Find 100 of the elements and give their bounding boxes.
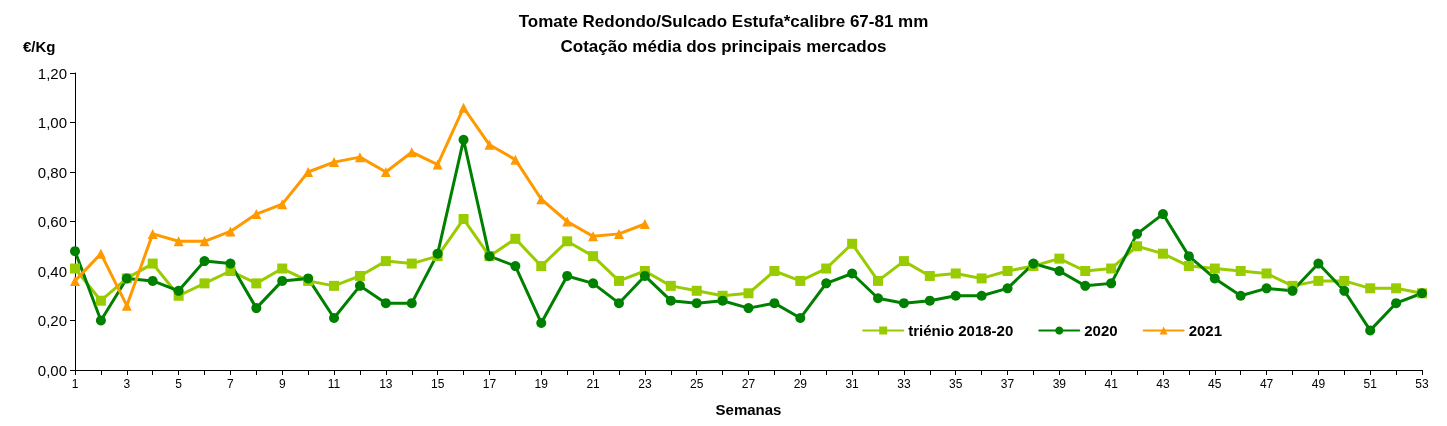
point xyxy=(639,218,650,229)
point xyxy=(588,251,599,262)
point xyxy=(536,317,547,328)
point xyxy=(1365,325,1376,336)
point xyxy=(173,285,184,296)
point xyxy=(147,228,158,239)
point xyxy=(329,157,340,168)
point xyxy=(1080,266,1091,276)
x-axis-title: Semanas xyxy=(715,401,782,418)
point xyxy=(924,295,935,306)
point xyxy=(743,303,754,314)
point xyxy=(1054,253,1065,264)
point xyxy=(70,246,80,257)
y-axis-title: €/Kg xyxy=(23,38,56,55)
x-tick-label: 43 xyxy=(1156,377,1170,391)
x-tick-label: 5 xyxy=(175,377,183,391)
point xyxy=(795,313,806,324)
point xyxy=(147,275,158,286)
x-tick-label: 17 xyxy=(482,377,497,391)
y-tick-label: 0,60 xyxy=(37,213,67,230)
point xyxy=(277,263,288,274)
point xyxy=(1183,251,1194,262)
point xyxy=(1313,258,1324,269)
point xyxy=(613,298,624,309)
point xyxy=(199,256,210,267)
point xyxy=(588,278,599,289)
point xyxy=(458,214,469,225)
point xyxy=(639,270,650,281)
point xyxy=(1313,275,1324,286)
point xyxy=(173,236,184,247)
point xyxy=(458,134,469,145)
point xyxy=(898,298,909,309)
point xyxy=(354,280,365,291)
x-tick-label: 47 xyxy=(1259,377,1274,391)
point xyxy=(847,268,858,279)
x-tick-label: 27 xyxy=(741,377,756,391)
point xyxy=(562,236,573,247)
point xyxy=(924,270,935,281)
point xyxy=(147,258,158,269)
point xyxy=(769,266,780,276)
point xyxy=(1157,209,1168,220)
point xyxy=(873,293,884,304)
point xyxy=(976,273,987,284)
point xyxy=(717,295,728,306)
chart-title: Tomate Redondo/Sulcado Estufa*calibre 67-81 mm xyxy=(518,12,929,31)
point xyxy=(950,268,961,279)
point xyxy=(743,288,754,299)
x-tick-label: 37 xyxy=(1000,377,1015,391)
point xyxy=(95,295,106,306)
point xyxy=(380,256,391,267)
x-tick-label: 1 xyxy=(71,377,79,391)
point xyxy=(795,275,806,286)
point xyxy=(380,167,391,177)
x-tick-label: 45 xyxy=(1208,377,1222,391)
point xyxy=(277,275,288,286)
point xyxy=(821,263,832,274)
y-tick-label: 1,20 xyxy=(37,64,67,82)
point xyxy=(354,270,365,281)
point xyxy=(536,261,547,272)
point xyxy=(1391,298,1402,309)
point xyxy=(1002,266,1013,276)
point xyxy=(1080,280,1091,291)
point xyxy=(1209,273,1220,284)
y-tick-label: 0,80 xyxy=(37,163,67,181)
chart-subtitle: Cotação média dos principais mercados xyxy=(560,37,887,56)
point xyxy=(1054,266,1065,276)
x-tick-label: 13 xyxy=(379,377,393,391)
point xyxy=(199,278,210,289)
x-tick-label: 41 xyxy=(1104,377,1119,391)
point xyxy=(95,315,106,326)
legend-label: triénio 2018-20 xyxy=(908,322,1014,339)
point xyxy=(251,303,262,314)
point xyxy=(1261,268,1272,279)
point xyxy=(510,261,521,272)
x-tick-label: 53 xyxy=(1415,377,1429,391)
x-tick-label: 35 xyxy=(949,377,963,391)
x-tick-label: 23 xyxy=(638,377,652,391)
point xyxy=(484,139,495,150)
point xyxy=(613,275,624,286)
point xyxy=(354,152,365,163)
y-tick-label: 0,20 xyxy=(37,312,67,329)
point xyxy=(251,209,262,220)
point xyxy=(432,159,443,170)
x-tick-label: 31 xyxy=(845,377,860,391)
y-tick-label: 0,40 xyxy=(37,262,67,280)
point xyxy=(406,147,417,158)
point xyxy=(562,270,573,281)
point xyxy=(1183,261,1194,272)
x-tick-label: 11 xyxy=(327,377,341,391)
point xyxy=(691,285,702,296)
point xyxy=(665,280,676,291)
point xyxy=(380,298,391,309)
y-tick-label: 1,00 xyxy=(37,114,67,131)
point xyxy=(691,298,702,309)
point xyxy=(821,278,832,289)
point xyxy=(613,228,624,239)
x-tick-label: 51 xyxy=(1363,377,1378,391)
point xyxy=(199,236,210,247)
point xyxy=(406,298,417,309)
x-tick-label: 21 xyxy=(586,377,601,391)
